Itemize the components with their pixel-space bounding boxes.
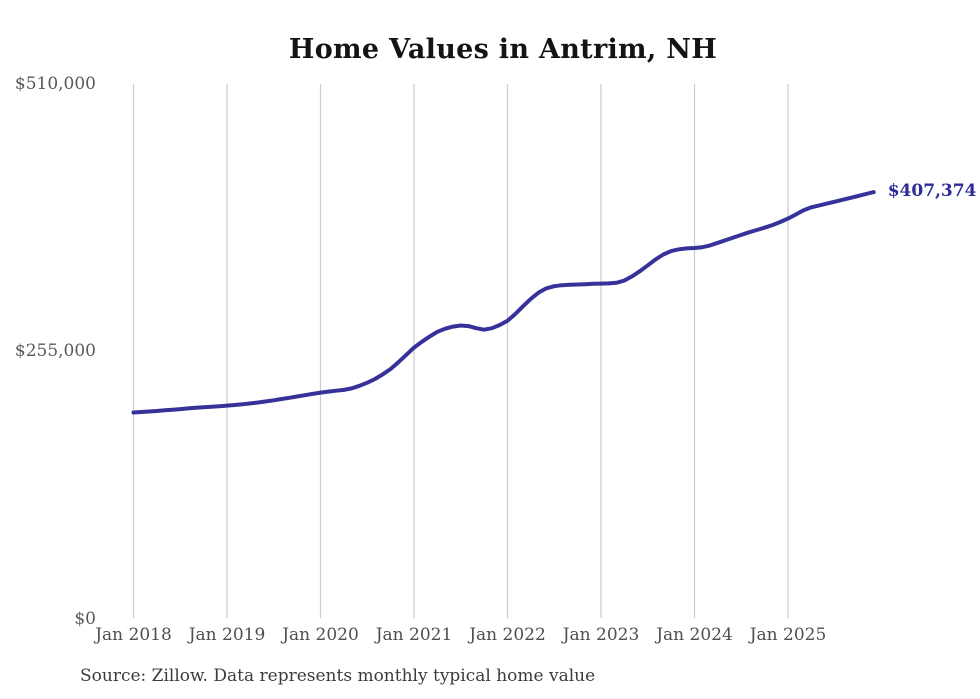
x-axis-tick-label: Jan 2024: [656, 625, 733, 645]
chart-title: Home Values in Antrim, NH: [288, 34, 718, 65]
x-axis-tick-label: Jan 2025: [749, 625, 827, 645]
x-axis-tick-label: Jan 2023: [562, 625, 640, 645]
x-axis-tick-label: Jan 2019: [188, 625, 266, 645]
x-axis-tick-label: Jan 2020: [282, 625, 359, 645]
x-axis-tick-label: Jan 2021: [375, 625, 453, 645]
source-note: Source: Zillow. Data represents monthly …: [80, 666, 596, 686]
x-axis-tick-label: Jan 2022: [469, 625, 546, 645]
latest-value-label: $407,374: [887, 181, 977, 202]
y-axis-tick-label: $0: [74, 608, 96, 629]
y-axis-tick-label: $510,000: [14, 74, 96, 94]
x-axis-tick-label: Jan 2018: [95, 625, 172, 645]
y-axis-tick-label: $255,000: [14, 341, 96, 362]
home-value-line: [131, 190, 876, 415]
